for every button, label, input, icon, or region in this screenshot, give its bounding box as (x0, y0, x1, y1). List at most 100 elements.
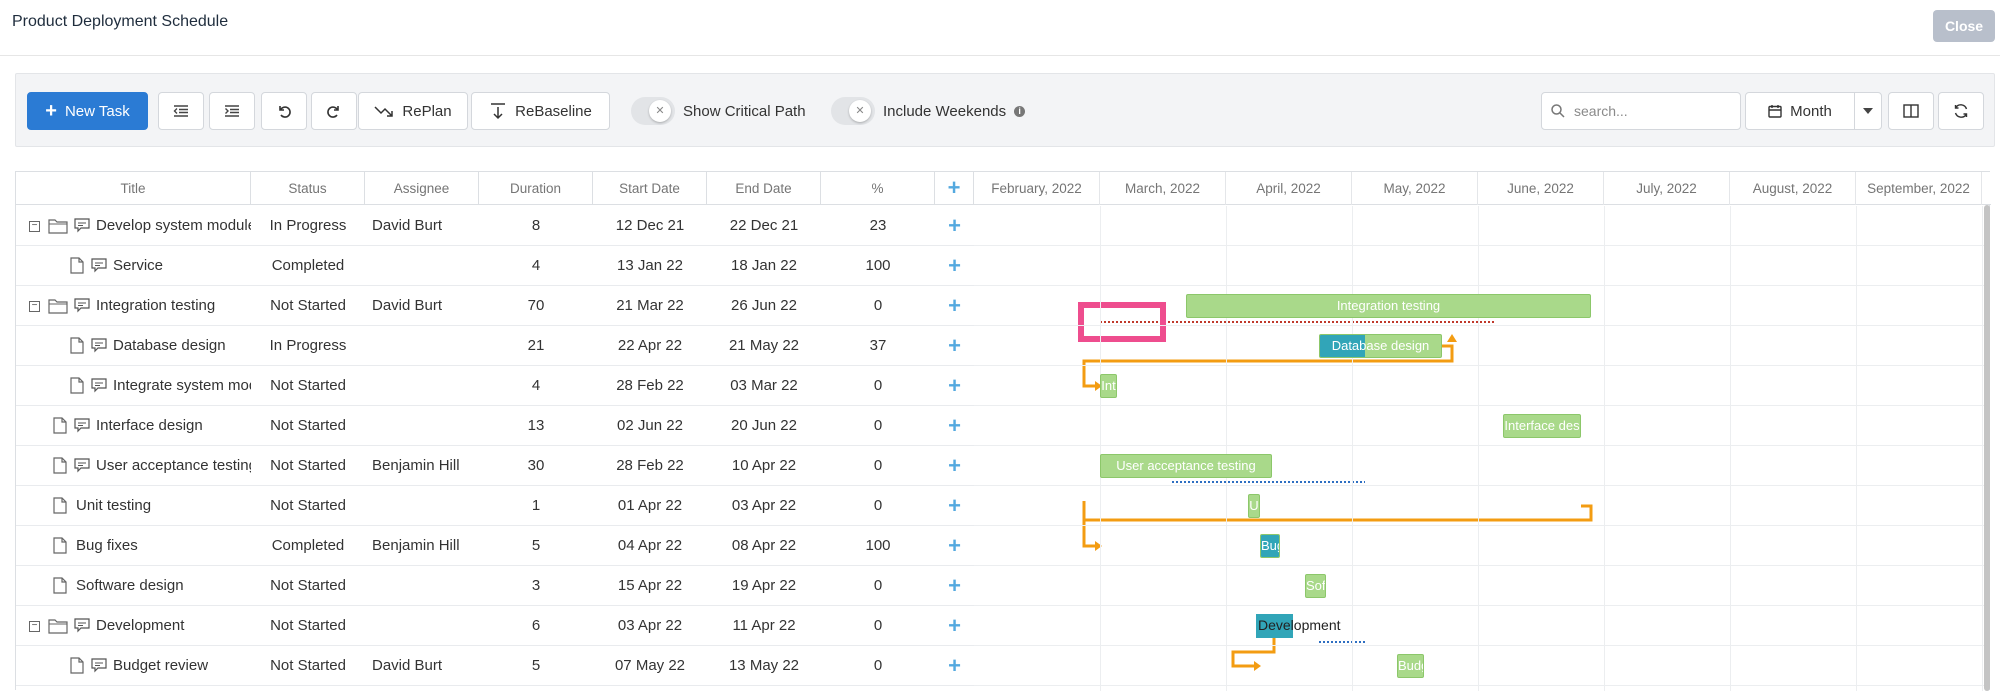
search-box[interactable] (1541, 92, 1741, 130)
assignee-cell[interactable]: David Burt (372, 217, 443, 234)
percent-cell[interactable]: 0 (873, 297, 883, 314)
column-end-date[interactable]: End Date (707, 172, 821, 205)
end-date-cell[interactable]: 11 Apr 22 (732, 617, 796, 634)
task-title[interactable]: Bug fixes (76, 537, 138, 554)
table-row[interactable]: − Integration testing Not Started David Bur… (16, 286, 974, 326)
include-weekends-toggle[interactable]: ✕ Include Weekends i (831, 94, 1026, 128)
status-cell[interactable]: In Progress (269, 217, 347, 234)
status-cell[interactable]: Not Started (270, 377, 346, 394)
add-subtask-icon[interactable]: + (948, 533, 961, 558)
table-row[interactable]: Unit testing Not Started 1 01 Apr 22 03 Apr … (16, 486, 974, 526)
status-cell[interactable]: In Progress (269, 337, 347, 354)
assignee-cell[interactable] (372, 366, 479, 406)
search-input[interactable] (1574, 101, 1734, 121)
add-subtask-icon[interactable]: + (948, 253, 961, 278)
task-title[interactable]: Unit testing (76, 497, 152, 514)
start-date-cell[interactable]: 03 Apr 22 (617, 617, 683, 634)
column-status[interactable]: Status (251, 172, 365, 205)
table-row[interactable]: Budget review Not Started David Burt 5 07 Ma… (16, 646, 974, 686)
end-date-cell[interactable]: 21 May 22 (728, 337, 800, 354)
include-weekends-switch[interactable]: ✕ (831, 97, 875, 125)
start-date-cell[interactable]: 15 Apr 22 (617, 577, 683, 594)
status-cell[interactable]: Not Started (270, 497, 346, 514)
end-date-cell[interactable]: 26 Jun 22 (731, 297, 797, 314)
add-subtask-icon[interactable]: + (948, 293, 961, 318)
add-subtask-icon[interactable]: + (948, 493, 961, 518)
add-subtask-icon[interactable]: + (948, 413, 961, 438)
add-subtask-icon[interactable]: + (948, 653, 961, 678)
start-date-cell[interactable]: 28 Feb 22 (616, 457, 684, 474)
start-date-cell[interactable]: 22 Apr 22 (617, 337, 683, 354)
table-row[interactable]: Interface design Not Started 13 02 Jun 22 20… (16, 406, 974, 446)
add-subtask-icon[interactable]: + (948, 213, 961, 238)
duration-cell[interactable]: 21 (527, 337, 545, 354)
collapse-icon[interactable]: − (29, 301, 40, 312)
view-mode-button[interactable]: Month (1745, 92, 1855, 130)
task-bar[interactable]: Int (1100, 374, 1117, 398)
percent-cell[interactable]: 0 (873, 617, 883, 634)
duration-cell[interactable]: 13 (527, 417, 545, 434)
redo-button[interactable] (311, 92, 357, 130)
end-date-cell[interactable]: 08 Apr 22 (731, 537, 797, 554)
task-title[interactable]: Interface design (96, 417, 203, 434)
task-title[interactable]: Integrate system modules (113, 377, 251, 394)
assignee-cell[interactable] (372, 566, 479, 606)
close-button[interactable]: Close (1933, 10, 1995, 42)
column-layout-button[interactable] (1888, 92, 1934, 130)
comment-icon[interactable] (91, 658, 107, 673)
end-date-cell[interactable]: 22 Dec 21 (729, 217, 799, 234)
status-cell[interactable]: Not Started (270, 657, 346, 674)
task-title[interactable]: Software design (76, 577, 184, 594)
end-date-cell[interactable]: 13 May 22 (728, 657, 800, 674)
duration-cell[interactable]: 6 (531, 617, 541, 634)
task-bar[interactable]: Bug (1260, 534, 1280, 558)
percent-cell[interactable]: 37 (869, 337, 887, 354)
status-cell[interactable]: Not Started (270, 297, 346, 314)
table-row[interactable]: User acceptance testing Not Started Benjam… (16, 446, 974, 486)
task-title[interactable]: Develop system module (96, 217, 251, 234)
task-title[interactable]: Budget review (113, 657, 209, 674)
comment-icon[interactable] (74, 618, 90, 633)
column-assignee[interactable]: Assignee (365, 172, 479, 205)
task-bar[interactable]: Budg (1397, 654, 1424, 678)
task-bar[interactable]: Sof (1305, 574, 1326, 598)
task-bar[interactable]: Development (1256, 614, 1341, 638)
end-date-cell[interactable]: 10 Apr 22 (731, 457, 797, 474)
assignee-cell[interactable] (372, 246, 479, 286)
assignee-cell[interactable]: David Burt (372, 657, 443, 674)
end-date-cell[interactable]: 20 Jun 22 (731, 417, 797, 434)
table-row[interactable]: Service Completed 4 13 Jan 22 18 Jan 22 100 + (16, 246, 974, 286)
duration-cell[interactable]: 4 (531, 377, 541, 394)
status-cell[interactable]: Not Started (270, 457, 346, 474)
refresh-button[interactable] (1938, 92, 1984, 130)
critical-path-switch[interactable]: ✕ (631, 97, 675, 125)
add-subtask-icon[interactable]: + (948, 613, 961, 638)
indent-button[interactable] (209, 92, 255, 130)
assignee-cell[interactable] (372, 326, 479, 366)
task-bar[interactable]: Database design (1319, 334, 1442, 358)
table-row[interactable]: − Develop system module In Progress David B… (16, 206, 974, 246)
end-date-cell[interactable]: 18 Jan 22 (731, 257, 797, 274)
new-task-button[interactable]: + New Task (27, 92, 148, 130)
task-title[interactable]: Database design (113, 337, 226, 354)
percent-cell[interactable]: 0 (873, 457, 883, 474)
percent-cell[interactable]: 0 (873, 377, 883, 394)
comment-icon[interactable] (91, 258, 107, 273)
percent-cell[interactable]: 23 (869, 217, 887, 234)
duration-cell[interactable]: 5 (531, 537, 541, 554)
percent-cell[interactable]: 100 (865, 257, 891, 274)
collapse-icon[interactable]: − (29, 621, 40, 632)
table-row[interactable]: Software design Not Started 3 15 Apr 22 19 A… (16, 566, 974, 606)
task-bar[interactable]: U (1248, 494, 1260, 518)
info-icon[interactable]: i (1014, 105, 1026, 117)
start-date-cell[interactable]: 28 Feb 22 (616, 377, 684, 394)
vertical-scrollbar[interactable] (1984, 205, 1990, 691)
add-subtask-icon[interactable]: + (948, 333, 961, 358)
add-subtask-icon[interactable]: + (948, 453, 961, 478)
rebaseline-button[interactable]: ReBaseline (471, 92, 610, 130)
comment-icon[interactable] (91, 338, 107, 353)
start-date-cell[interactable]: 21 Mar 22 (616, 297, 684, 314)
view-mode-dropdown[interactable] (1854, 92, 1882, 130)
task-title[interactable]: Development (96, 617, 185, 634)
assignee-cell[interactable] (372, 486, 479, 526)
